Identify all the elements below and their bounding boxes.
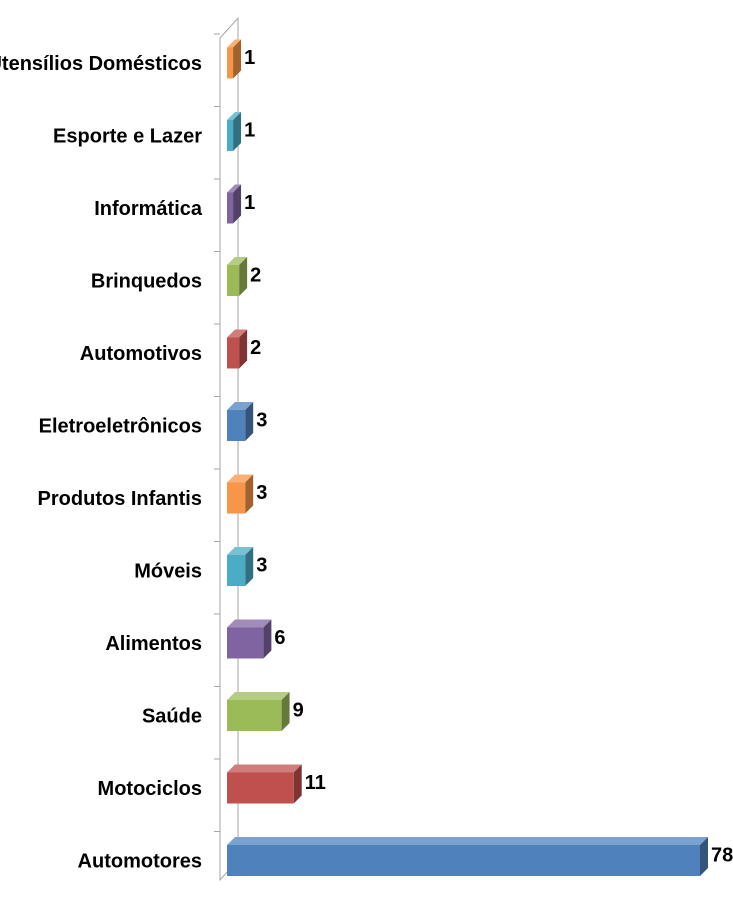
bar-series: [227, 39, 708, 876]
data-label: 1: [244, 120, 255, 142]
category-label: Alimentos: [105, 633, 202, 655]
bar: [227, 474, 254, 514]
bar-top-face: [227, 39, 242, 48]
data-label: 3: [256, 410, 267, 432]
bar-front-face: [227, 482, 246, 514]
category-label: Produtos Infantis: [38, 488, 202, 510]
data-label: 1: [244, 47, 255, 69]
bar-side-face: [233, 112, 242, 151]
bar: [227, 619, 272, 659]
category-label: Brinquedos: [91, 271, 202, 293]
bar: [227, 39, 242, 79]
bar-side-face: [233, 39, 242, 79]
category-label: Eletroeletrônicos: [39, 416, 202, 438]
bar-front-face: [227, 47, 234, 79]
category-label: Automotores: [78, 851, 202, 873]
data-label: 3: [256, 555, 267, 577]
bar-side-face: [245, 547, 254, 586]
bar-top-face: [227, 402, 254, 410]
data-label: 2: [250, 337, 261, 359]
bar: [227, 402, 254, 441]
data-label: 9: [293, 700, 304, 722]
category-label: Móveis: [134, 561, 202, 583]
data-label: 11: [305, 772, 326, 794]
category-label: Motociclos: [98, 778, 202, 800]
bar-top-face: [227, 764, 302, 773]
bar: [227, 112, 242, 151]
bar-side-face: [281, 692, 290, 731]
bar-front-face: [227, 120, 234, 151]
bar-top-face: [227, 112, 242, 120]
category-label: Esporte e Lazer: [53, 126, 202, 148]
bar-front-face: [227, 410, 246, 441]
data-label: 2: [250, 265, 261, 287]
bar-front-face: [227, 772, 294, 804]
bar-side-face: [239, 257, 248, 296]
bar-top-face: [227, 257, 248, 265]
bar-side-face: [263, 619, 272, 659]
bar-side-face: [700, 837, 708, 876]
category-label: Informática: [94, 198, 203, 220]
bar-side-face: [245, 402, 254, 441]
bar: [227, 329, 248, 369]
bar-front-face: [227, 192, 234, 224]
category-label: Utensílios Domésticos: [0, 53, 202, 75]
bar-front-face: [227, 845, 700, 876]
bar: [227, 257, 248, 296]
bar: [227, 547, 254, 586]
category-label: Saúde: [142, 706, 202, 728]
category-labels: Utensílios Domésticos Esporte e Lazer Info…: [0, 53, 203, 873]
bar: [227, 764, 302, 804]
bar-top-face: [227, 184, 242, 193]
bar-top-face: [227, 837, 708, 845]
category-label: Automotivos: [80, 343, 202, 365]
bar: [227, 692, 290, 731]
bar-front-face: [227, 337, 240, 369]
bar-top-face: [227, 474, 254, 483]
bar-front-face: [227, 265, 240, 296]
bar: [227, 837, 708, 876]
data-label: 78: [711, 845, 733, 867]
data-label: 6: [274, 627, 285, 649]
bar-top-face: [227, 547, 254, 555]
bar-side-face: [233, 184, 242, 224]
bar-top-face: [227, 692, 290, 700]
bar-side-face: [293, 764, 302, 804]
data-label: 1: [244, 192, 255, 214]
bar-front-face: [227, 555, 246, 586]
bar-side-face: [245, 474, 254, 514]
bar-top-face: [227, 329, 248, 338]
data-label: 3: [256, 482, 267, 504]
bar-side-face: [239, 329, 248, 369]
bar-front-face: [227, 700, 282, 731]
bar-front-face: [227, 627, 264, 659]
bar-top-face: [227, 619, 272, 628]
bar: [227, 184, 242, 224]
